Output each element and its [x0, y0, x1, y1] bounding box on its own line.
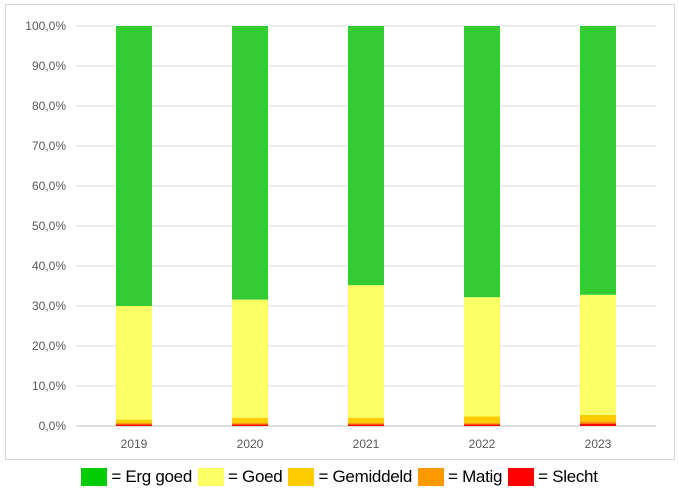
bar-segment: [464, 422, 500, 425]
y-tick-label: 80,0%: [32, 99, 66, 113]
bar-segment: [348, 422, 384, 425]
legend: = Erg goed = Goed = Gemiddeld = Matig = Slec…: [0, 464, 679, 490]
y-tick-label: 90,0%: [32, 59, 66, 73]
x-tick-label: 2019: [121, 437, 148, 451]
legend-label: = Slecht: [538, 467, 598, 486]
bar-segment: [580, 423, 616, 426]
legend-label: = Erg goed: [111, 467, 192, 486]
legend-swatch: [198, 468, 224, 486]
x-tick-label: 2022: [469, 437, 496, 451]
legend-swatch: [508, 468, 535, 486]
y-tick-label: 10,0%: [32, 379, 66, 393]
legend-item: = Matig: [418, 467, 502, 487]
bar-segment: [232, 299, 268, 418]
bar-segment: [116, 424, 152, 426]
bar-segment: [580, 421, 616, 424]
bar-segment: [232, 424, 268, 426]
x-tick-label: 2023: [585, 437, 612, 451]
y-tick-label: 100,0%: [25, 19, 66, 33]
legend-item: = Slecht: [508, 467, 598, 487]
y-tick-label: 40,0%: [32, 259, 66, 273]
legend-item: = Gemiddeld: [288, 467, 412, 487]
bar-segment: [464, 424, 500, 426]
bar-segment: [116, 419, 152, 423]
bar-segment: [464, 416, 500, 423]
legend-label: = Gemiddeld: [318, 467, 413, 486]
bar-segment: [580, 294, 616, 415]
y-tick-label: 60,0%: [32, 179, 66, 193]
stacked-bar-chart: 0,0% 10,0% 20,0% 30,0% 40,0% 50,0% 60,0% 70,0% 8…: [25, 19, 656, 451]
bar-segment: [464, 297, 500, 417]
legend-label: = Goed: [228, 467, 283, 486]
bar-segment: [580, 26, 616, 295]
bar-segment: [348, 418, 384, 423]
bar-segment: [348, 26, 384, 286]
bar-segment: [580, 414, 616, 422]
y-tick-label: 70,0%: [32, 139, 66, 153]
bar-segment: [232, 422, 268, 425]
bar-segment: [232, 26, 268, 300]
y-tick-label: 50,0%: [32, 219, 66, 233]
x-tick-label: 2021: [353, 437, 380, 451]
bar-segment: [116, 422, 152, 425]
legend-swatch: [288, 468, 315, 486]
bar-segment: [464, 26, 500, 298]
bar-segment: [116, 26, 152, 306]
legend-swatch: [418, 468, 445, 486]
bar-segment: [116, 306, 152, 420]
legend-item: = Erg goed: [81, 467, 192, 487]
bar-segment: [348, 424, 384, 426]
y-tick-label: 30,0%: [32, 299, 66, 313]
chart-frame: [5, 4, 675, 460]
legend-label: = Matig: [448, 467, 503, 486]
legend-item: = Goed: [198, 467, 283, 487]
x-tick-label: 2020: [237, 437, 264, 451]
legend-swatch: [81, 468, 108, 486]
y-tick-label: 0,0%: [39, 419, 67, 433]
bar-segment: [348, 285, 384, 418]
y-tick-label: 20,0%: [32, 339, 66, 353]
bar-segment: [232, 418, 268, 423]
